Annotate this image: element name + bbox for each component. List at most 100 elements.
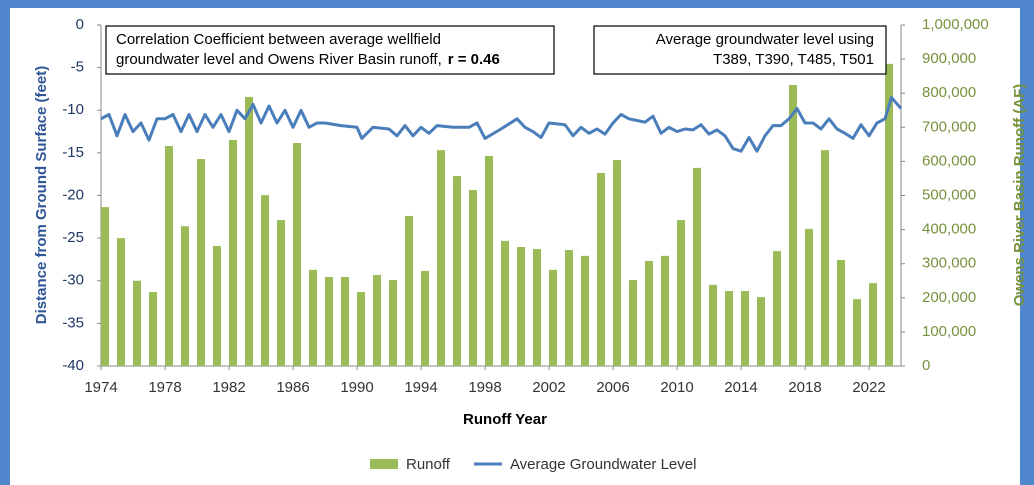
bar xyxy=(581,255,589,366)
annotation-box xyxy=(593,25,887,75)
bar xyxy=(453,176,461,366)
bar xyxy=(149,292,157,366)
bar xyxy=(533,249,541,366)
bar xyxy=(357,292,365,366)
bar xyxy=(517,246,525,366)
x-tick-label: 2018 xyxy=(788,379,821,396)
x-axis-title: Runoff Year xyxy=(463,411,547,428)
bar xyxy=(133,280,141,366)
bar xyxy=(773,251,781,366)
y2-tick-label: 200,000 xyxy=(922,289,976,306)
x-tick-label: 2014 xyxy=(724,379,757,396)
y2-tick-label: 800,000 xyxy=(922,84,976,101)
bar xyxy=(101,207,109,366)
bar xyxy=(597,172,605,366)
bar xyxy=(165,146,173,366)
chart-panel xyxy=(10,8,1020,485)
y-tick-label: -10 xyxy=(62,101,84,118)
bar xyxy=(693,167,701,366)
bar xyxy=(389,280,397,366)
bar xyxy=(325,276,333,366)
y2-tick-label: 100,000 xyxy=(922,323,976,340)
legend-label: Average Groundwater Level xyxy=(510,456,697,473)
bar xyxy=(661,255,669,366)
x-tick-label: 1982 xyxy=(212,379,245,396)
x-tick-label: 1998 xyxy=(468,379,501,396)
bar xyxy=(853,299,861,366)
line xyxy=(100,96,903,153)
bar xyxy=(709,284,717,366)
bar xyxy=(677,220,685,366)
bar xyxy=(501,240,509,366)
annotation-bold: r = 0.46 xyxy=(448,51,500,68)
x-tick-label: 1990 xyxy=(340,379,373,396)
bar xyxy=(277,220,285,366)
x-tick-label: 2022 xyxy=(852,379,885,396)
x-tick-label: 1994 xyxy=(404,379,437,396)
y2-tick-label: 0 xyxy=(922,357,930,374)
y2-tick-label: 900,000 xyxy=(922,50,976,67)
bar xyxy=(549,269,557,366)
annotation-text: Correlation Coefficient between average … xyxy=(116,31,441,48)
bar xyxy=(725,290,733,366)
bar xyxy=(373,274,381,366)
y-axis-title: Distance from Ground Surface (feet) xyxy=(33,66,50,324)
x-tick-label: 2006 xyxy=(596,379,629,396)
annotation-text: T389, T390, T485, T501 xyxy=(713,51,874,68)
x-tick-label: 1986 xyxy=(276,379,309,396)
bar xyxy=(405,215,413,366)
bar xyxy=(485,155,493,366)
bar xyxy=(117,238,125,366)
bar xyxy=(789,85,797,367)
bar xyxy=(197,159,205,366)
y2-tick-label: 1,000,000 xyxy=(922,16,989,33)
y2-tick-label: 600,000 xyxy=(922,152,976,169)
y-tick-label: -25 xyxy=(62,229,84,246)
y-tick-label: -15 xyxy=(62,144,84,161)
y2-tick-label: 700,000 xyxy=(922,118,976,135)
y-tick-label: -35 xyxy=(62,314,84,331)
legend-swatch xyxy=(370,459,398,469)
bar xyxy=(565,250,573,366)
annotation-text: groundwater level and Owens River Basin … xyxy=(116,51,500,68)
bar xyxy=(805,228,813,366)
bar xyxy=(341,276,349,366)
x-tick-label: 2010 xyxy=(660,379,693,396)
bar xyxy=(421,270,429,366)
y-tick-label: -30 xyxy=(62,272,84,289)
bar xyxy=(181,226,189,366)
x-tick-label: 1978 xyxy=(148,379,181,396)
bar xyxy=(293,142,301,366)
bar xyxy=(613,160,621,366)
bar xyxy=(245,96,253,367)
bar xyxy=(309,269,317,366)
x-tick-label: 1974 xyxy=(84,379,117,396)
bar xyxy=(885,63,893,367)
annotation-box xyxy=(105,25,555,75)
legend-label: Runoff xyxy=(406,456,451,473)
bar xyxy=(261,195,269,366)
y2-tick-label: 400,000 xyxy=(922,221,976,238)
y2-axis-title: Owens River Basin Runoff (AF) xyxy=(1011,84,1028,307)
bar xyxy=(741,290,749,366)
bar xyxy=(869,283,877,366)
y2-tick-label: 300,000 xyxy=(922,255,976,272)
y-tick-label: -5 xyxy=(71,59,84,76)
bar xyxy=(213,245,221,366)
y2-tick-label: 500,000 xyxy=(922,186,976,203)
bar xyxy=(645,260,653,366)
bar xyxy=(821,150,829,366)
bar xyxy=(229,139,237,366)
bar xyxy=(437,150,445,366)
x-tick-label: 2002 xyxy=(532,379,565,396)
bar xyxy=(757,297,765,366)
bar xyxy=(837,259,845,366)
bar xyxy=(469,190,477,366)
y-tick-label: -20 xyxy=(62,186,84,203)
bar xyxy=(629,280,637,366)
y-tick-label: -40 xyxy=(62,357,84,374)
annotation-text: Average groundwater level using xyxy=(656,31,874,48)
y-tick-label: 0 xyxy=(76,16,84,33)
